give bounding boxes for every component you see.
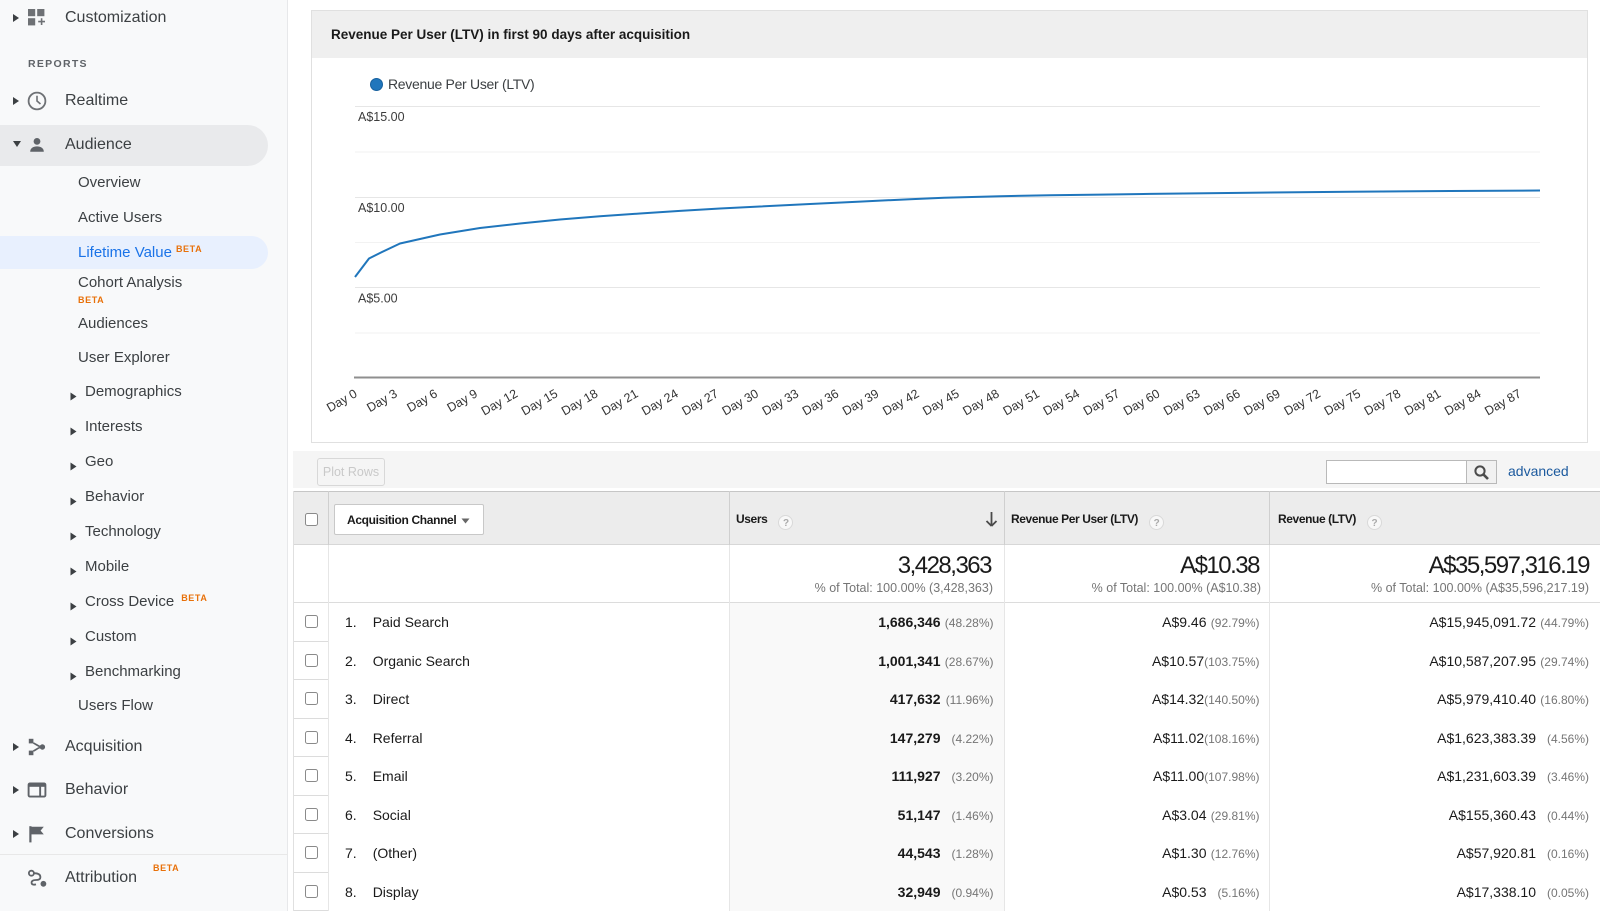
- svg-text:Day 81: Day 81: [1402, 386, 1443, 418]
- svg-text:Day 45: Day 45: [920, 386, 961, 418]
- svg-text:Day 24: Day 24: [639, 386, 680, 418]
- svg-text:Day 66: Day 66: [1201, 386, 1242, 418]
- svg-text:Day 30: Day 30: [720, 386, 761, 418]
- svg-text:A$5.00: A$5.00: [358, 292, 398, 306]
- svg-text:Day 9: Day 9: [445, 386, 480, 414]
- svg-text:Day 18: Day 18: [559, 386, 600, 418]
- svg-text:Day 33: Day 33: [760, 386, 801, 418]
- svg-text:Day 12: Day 12: [479, 386, 520, 418]
- svg-text:Day 75: Day 75: [1322, 386, 1363, 418]
- svg-text:Day 15: Day 15: [519, 386, 560, 418]
- svg-text:A$15.00: A$15.00: [358, 110, 405, 124]
- svg-text:Day 72: Day 72: [1282, 386, 1323, 418]
- svg-text:Day 21: Day 21: [599, 386, 640, 418]
- svg-text:Day 36: Day 36: [800, 386, 841, 418]
- svg-text:Day 51: Day 51: [1001, 386, 1042, 418]
- svg-text:A$10.00: A$10.00: [358, 201, 405, 215]
- svg-text:Day 60: Day 60: [1121, 386, 1162, 418]
- svg-text:Day 87: Day 87: [1482, 386, 1523, 418]
- svg-text:Day 42: Day 42: [880, 386, 921, 418]
- svg-text:Day 0: Day 0: [324, 386, 359, 414]
- svg-text:Day 6: Day 6: [405, 386, 440, 414]
- svg-text:Day 78: Day 78: [1362, 386, 1403, 418]
- svg-text:Day 27: Day 27: [679, 386, 720, 418]
- svg-text:Day 3: Day 3: [364, 386, 399, 414]
- svg-text:Day 48: Day 48: [960, 386, 1001, 418]
- svg-text:Day 69: Day 69: [1241, 386, 1282, 418]
- svg-text:Day 84: Day 84: [1442, 386, 1483, 418]
- svg-text:Day 57: Day 57: [1081, 386, 1122, 418]
- svg-text:Day 63: Day 63: [1161, 386, 1202, 418]
- svg-text:Day 39: Day 39: [840, 386, 881, 418]
- svg-text:Day 54: Day 54: [1041, 386, 1082, 418]
